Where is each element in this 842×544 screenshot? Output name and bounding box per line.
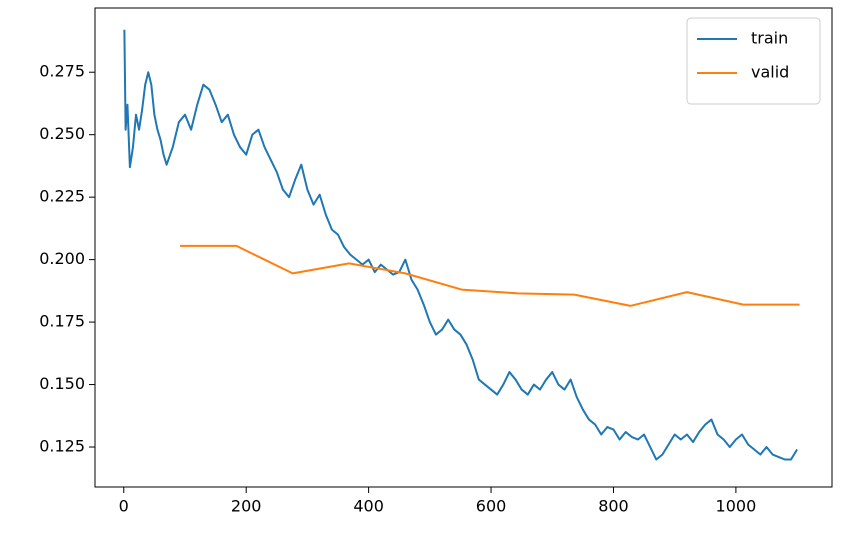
x-tick-label: 0 <box>119 497 129 516</box>
y-tick-label: 0.200 <box>39 249 85 268</box>
series-line <box>180 244 800 307</box>
y-tick-label: 0.150 <box>39 374 85 393</box>
y-tick-label: 0.225 <box>39 187 85 206</box>
x-tick-label: 600 <box>476 497 507 516</box>
x-tick-label: 400 <box>353 497 384 516</box>
x-tick-label: 1000 <box>716 497 757 516</box>
y-tick-label: 0.275 <box>39 62 85 81</box>
y-tick-label: 0.125 <box>39 437 85 456</box>
series-line <box>123 29 798 461</box>
legend-label: train <box>751 29 788 48</box>
y-tick-label: 0.250 <box>39 124 85 143</box>
y-tick-label: 0.175 <box>39 312 85 331</box>
plot-frame <box>94 7 833 488</box>
x-tick-label: 800 <box>598 497 629 516</box>
x-tick-label: 200 <box>231 497 262 516</box>
legend-label: valid <box>751 63 789 82</box>
